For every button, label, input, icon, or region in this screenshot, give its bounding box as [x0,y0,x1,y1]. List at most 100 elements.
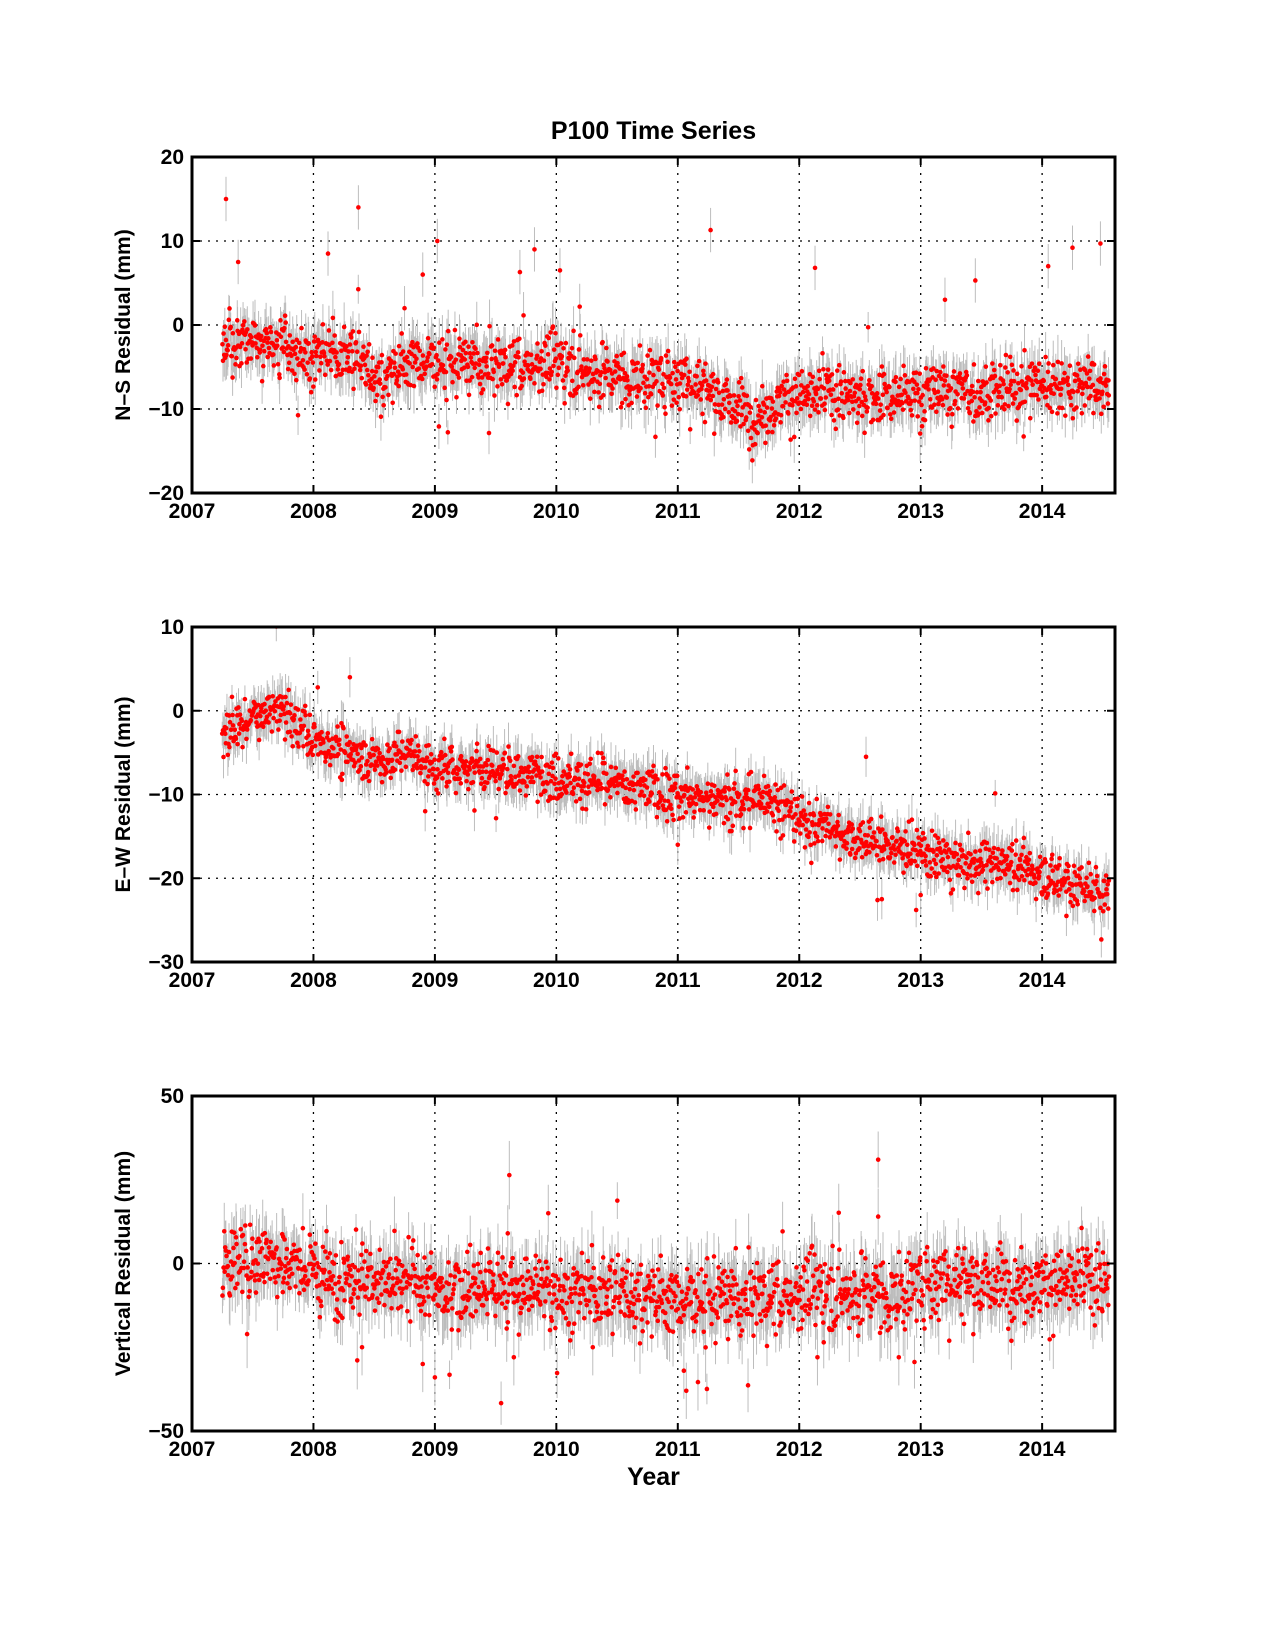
data-point [563,340,569,346]
data-point [1090,382,1096,388]
data-point [358,363,364,369]
data-point [761,402,767,407]
data-point [322,354,327,359]
data-point [496,364,502,370]
data-point [988,413,994,419]
data-point [623,396,628,402]
data-point [908,407,914,413]
data-point [362,362,368,368]
data-point [517,336,522,342]
data-point [438,749,444,755]
data-point [424,755,430,761]
data-point [442,385,447,391]
data-point [1041,378,1047,384]
data-point [724,377,730,382]
data-point [335,367,341,372]
data-point [528,352,534,358]
data-point [577,304,582,309]
data-point [359,755,365,760]
data-point [763,440,768,446]
data-point [870,417,876,423]
data-point [642,390,648,396]
data-point [821,386,827,391]
data-point [311,339,317,344]
data-point [603,375,608,381]
data-point [500,361,506,366]
data-point [545,370,550,376]
data-point [647,347,653,353]
data-point [310,360,316,365]
data-point [781,387,787,392]
data-point [333,734,339,740]
data-point [308,389,314,395]
data-point [781,379,786,384]
data-point [1018,387,1024,393]
data-point [483,359,489,364]
data-point [973,278,978,283]
data-point [913,370,919,375]
data-point [352,760,358,766]
data-point [504,377,510,383]
data-point [1030,382,1035,387]
data-point [753,397,759,403]
data-point [462,357,468,362]
data-point [393,744,399,749]
data-point [242,319,247,324]
data-point [365,769,371,775]
data-point [798,383,804,388]
data-point [318,354,323,360]
data-point [239,718,245,724]
data-point [1003,365,1008,370]
data-point [510,343,515,348]
data-point [1059,405,1065,411]
data-point [979,398,985,404]
data-point [431,345,437,351]
data-point [307,712,313,718]
data-point [677,406,683,412]
data-point [414,761,419,767]
data-point [233,362,238,367]
data-point [875,396,881,401]
data-point [571,355,577,361]
data-point [254,720,259,725]
data-point [1084,371,1090,376]
data-point [602,365,607,371]
data-point [555,372,561,378]
data-point [1046,361,1051,366]
data-point [282,325,287,331]
data-point [335,724,340,729]
data-point [440,337,445,342]
data-point [498,377,504,382]
data-point [778,412,784,418]
data-point [263,708,269,713]
data-point [758,408,763,414]
data-point [378,771,383,777]
data-point [948,405,953,411]
data-point [227,306,232,311]
data-point [380,394,385,400]
data-point [290,743,296,749]
data-point [596,390,601,395]
data-point [317,368,322,373]
data-point [1013,390,1019,396]
data-point [1012,396,1018,401]
data-point [545,352,551,357]
data-point [491,369,497,375]
data-point [448,749,454,754]
data-point [952,398,958,404]
data-point [260,724,266,730]
data-point [333,373,339,379]
data-point [377,377,383,382]
data-point [408,741,413,746]
data-point [569,345,575,351]
data-point [369,736,375,742]
data-point [310,752,316,758]
data-point [941,364,946,369]
data-point [919,423,925,429]
data-point [769,406,775,411]
data-point [1036,361,1042,366]
data-point [260,363,266,369]
data-point [848,380,853,386]
data-point [551,347,557,352]
data-point [282,313,288,318]
